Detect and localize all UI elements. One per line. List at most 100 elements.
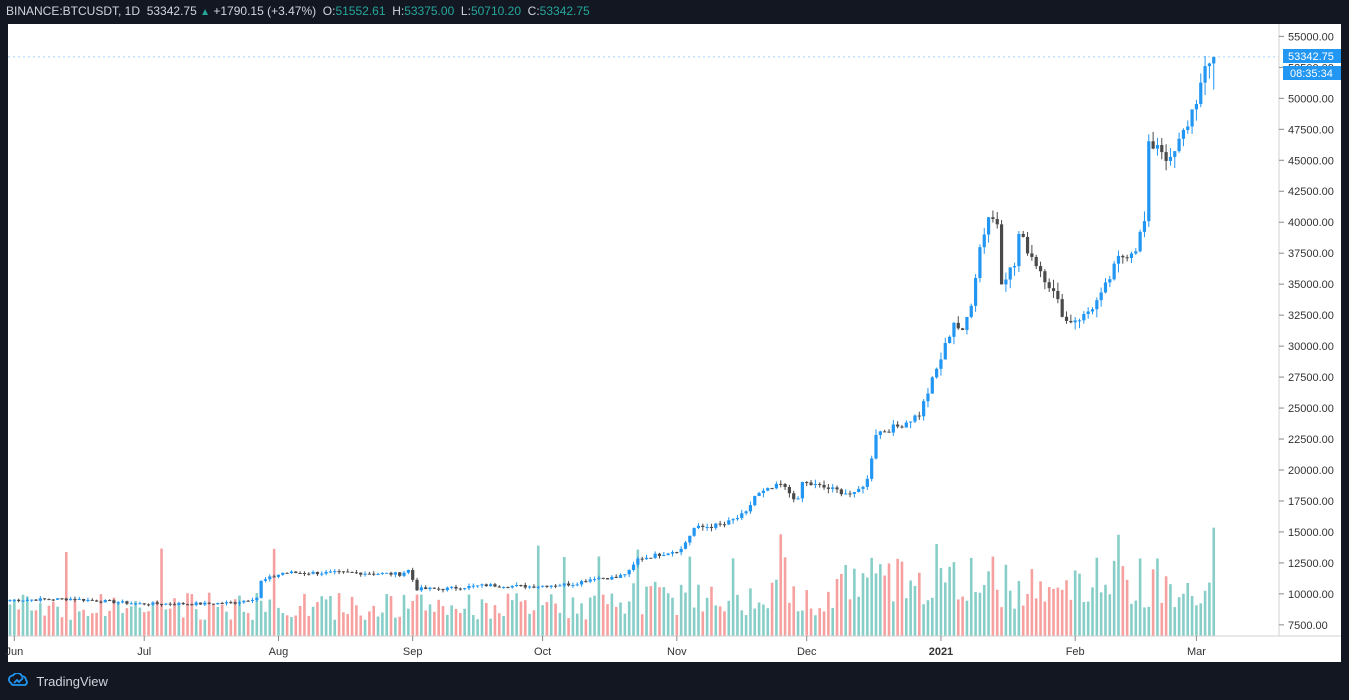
plot-area[interactable] [8, 24, 1279, 636]
candle-body [255, 597, 259, 600]
volume-bar [1013, 608, 1016, 636]
volume-bar [740, 610, 744, 636]
volume-bar [368, 611, 371, 636]
volume-bar [610, 593, 614, 636]
price-axis[interactable] [1279, 24, 1341, 636]
candle-body [346, 571, 350, 573]
candle-body [1077, 320, 1082, 322]
candle-body [1112, 263, 1116, 280]
candle-body [458, 588, 462, 590]
candle-body [887, 431, 891, 433]
candle-body [1073, 320, 1077, 323]
candle-body [307, 573, 311, 575]
candle-body [8, 600, 12, 602]
volume-bar [567, 618, 570, 636]
volume-bar [1186, 583, 1190, 636]
volume-bar [753, 608, 757, 636]
volume-bar [913, 585, 917, 636]
candle-body [718, 523, 722, 525]
volume-bar [731, 558, 735, 636]
candle-body [779, 483, 783, 485]
volume-bar [134, 601, 137, 636]
price-tick-label: 45000.00 [1288, 155, 1334, 167]
candle-body [900, 426, 904, 428]
volume-bar [584, 619, 588, 636]
tradingview-brand[interactable]: TradingView [36, 674, 108, 689]
volume-bar [155, 600, 159, 636]
volume-bar [1212, 527, 1216, 636]
candle-body [350, 571, 354, 573]
candle-body [172, 604, 177, 606]
candle-body [722, 524, 727, 526]
volume-bar [1086, 601, 1090, 636]
open-value: 51552.61 [335, 4, 386, 18]
candle-body [259, 580, 263, 598]
candle-body [1008, 267, 1012, 280]
candle-body [930, 377, 934, 394]
volume-bar [1052, 588, 1055, 636]
volume-bar [1156, 558, 1159, 636]
volume-bar [103, 615, 107, 636]
volume-bar [705, 597, 709, 636]
candle-body [250, 599, 255, 601]
candle-body [168, 603, 172, 605]
time-tick-label: Dec [797, 646, 817, 658]
candle-body [1103, 282, 1108, 293]
volume-bar [281, 613, 285, 636]
volume-bar [714, 605, 718, 636]
candle-body [181, 603, 185, 605]
candle-body [857, 488, 861, 493]
volume-bar [679, 584, 683, 636]
candle-body [861, 486, 865, 489]
tradingview-logo-icon[interactable] [8, 669, 30, 697]
volume-bar [342, 612, 345, 636]
volume-bars [8, 527, 1216, 636]
volume-bar [1203, 590, 1207, 636]
time-axis[interactable] [8, 636, 1341, 662]
volume-bar [619, 602, 622, 636]
candle-body [428, 587, 432, 590]
candle-body [562, 583, 566, 586]
candle-body [1121, 255, 1125, 258]
volume-bar [692, 607, 696, 636]
volume-bar [259, 600, 263, 636]
volume-bar [337, 593, 341, 636]
candle-body [675, 552, 679, 554]
volume-bar [497, 613, 501, 636]
volume-bar [1065, 580, 1068, 636]
candle-body [380, 572, 384, 574]
volume-bar [181, 617, 185, 636]
volume-bar [879, 564, 882, 636]
candle-body [896, 424, 900, 427]
candle-body [95, 600, 99, 602]
candle-body [194, 602, 198, 605]
volume-bar [264, 611, 267, 636]
price-tick-label: 30000.00 [1288, 341, 1334, 353]
volume-bar [433, 611, 436, 636]
candle-body [1168, 156, 1173, 161]
candle-body [120, 601, 125, 603]
volume-bar [272, 548, 276, 636]
candle-body [515, 584, 519, 586]
volume-bar [1195, 605, 1198, 636]
change-arrow-icon: ▲ [200, 7, 211, 18]
volume-bar [710, 586, 713, 636]
candle-body [727, 520, 731, 525]
volume-bar [757, 602, 761, 636]
volume-bar [684, 592, 687, 636]
candle-body [493, 584, 497, 587]
high-value: 53375.00 [404, 4, 455, 18]
candle-body [705, 527, 709, 529]
symbol-name[interactable]: BINANCE:BTCUSDT, 1D [6, 4, 141, 18]
volume-bar [160, 548, 163, 636]
volume-bar [1030, 569, 1034, 636]
volume-bar [930, 597, 934, 636]
volume-bar [571, 597, 575, 636]
volume-bar [532, 610, 536, 636]
volume-bar [363, 619, 367, 636]
candle-body [592, 579, 597, 581]
volume-bar [1151, 569, 1155, 636]
volume-bar [95, 612, 98, 636]
volume-bar [1108, 594, 1112, 636]
